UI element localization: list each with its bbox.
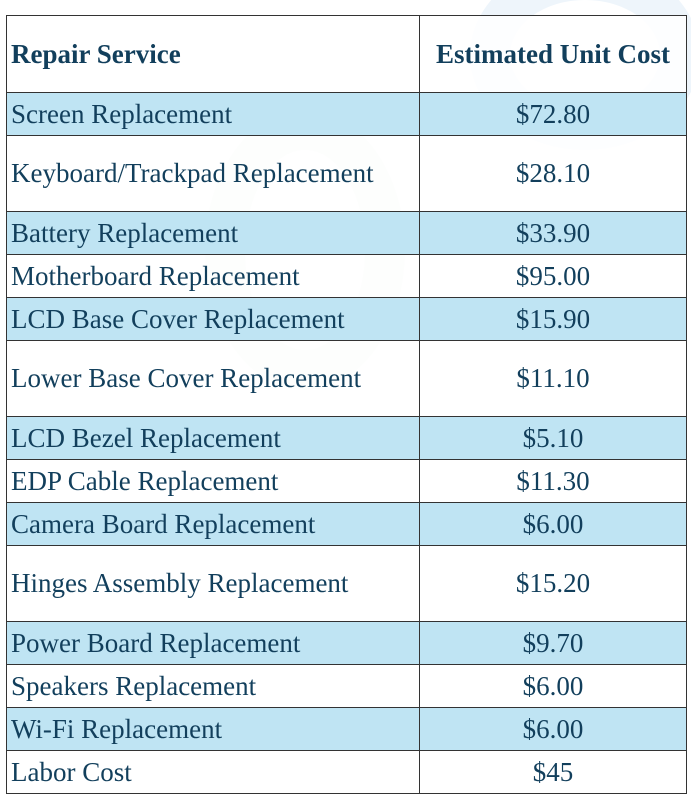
table-row: Camera Board Replacement $6.00 xyxy=(6,502,687,546)
cost-cell: $6.00 xyxy=(419,502,687,546)
service-cell: Labor Cost xyxy=(6,750,420,794)
table-header-row: Repair Service Estimated Unit Cost xyxy=(6,15,687,93)
cost-cell: $95.00 xyxy=(419,254,687,298)
service-cell: Motherboard Replacement xyxy=(6,254,420,298)
service-cell: Hinges Assembly Replacement xyxy=(6,545,420,622)
table-row: Wi-Fi Replacement $6.00 xyxy=(6,707,687,751)
service-cell: LCD Base Cover Replacement xyxy=(6,297,420,341)
service-cell: Wi-Fi Replacement xyxy=(6,707,420,751)
cost-cell: $33.90 xyxy=(419,211,687,255)
table-row: Screen Replacement $72.80 xyxy=(6,92,687,136)
cost-cell: $9.70 xyxy=(419,621,687,665)
service-cell: Lower Base Cover Replacement xyxy=(6,340,420,417)
service-cell: LCD Bezel Replacement xyxy=(6,416,420,460)
table-row: Motherboard Replacement $95.00 xyxy=(6,254,687,298)
table-row: Lower Base Cover Replacement $11.10 xyxy=(6,340,687,417)
service-cell: Screen Replacement xyxy=(6,92,420,136)
table-row: Labor Cost $45 xyxy=(6,750,687,794)
cost-cell: $5.10 xyxy=(419,416,687,460)
header-estimated-unit-cost: Estimated Unit Cost xyxy=(419,15,687,93)
service-cell: Speakers Replacement xyxy=(6,664,420,708)
cost-cell: $72.80 xyxy=(419,92,687,136)
repair-cost-table: Repair Service Estimated Unit Cost Scree… xyxy=(6,15,687,794)
table-row: Power Board Replacement $9.70 xyxy=(6,621,687,665)
table-row: Battery Replacement $33.90 xyxy=(6,211,687,255)
table-row: Keyboard/Trackpad Replacement $28.10 xyxy=(6,135,687,212)
table-row: Hinges Assembly Replacement $15.20 xyxy=(6,545,687,622)
cost-cell: $11.30 xyxy=(419,459,687,503)
cost-cell: $28.10 xyxy=(419,135,687,212)
cost-cell: $11.10 xyxy=(419,340,687,417)
cost-cell: $15.90 xyxy=(419,297,687,341)
service-cell: Keyboard/Trackpad Replacement xyxy=(6,135,420,212)
cost-cell: $45 xyxy=(419,750,687,794)
table-row: LCD Base Cover Replacement $15.90 xyxy=(6,297,687,341)
table-row: LCD Bezel Replacement $5.10 xyxy=(6,416,687,460)
table-row: Speakers Replacement $6.00 xyxy=(6,664,687,708)
header-repair-service: Repair Service xyxy=(6,15,420,93)
service-cell: EDP Cable Replacement xyxy=(6,459,420,503)
service-cell: Power Board Replacement xyxy=(6,621,420,665)
table-row: EDP Cable Replacement $11.30 xyxy=(6,459,687,503)
cost-cell: $15.20 xyxy=(419,545,687,622)
service-cell: Battery Replacement xyxy=(6,211,420,255)
cost-cell: $6.00 xyxy=(419,664,687,708)
cost-cell: $6.00 xyxy=(419,707,687,751)
service-cell: Camera Board Replacement xyxy=(6,502,420,546)
